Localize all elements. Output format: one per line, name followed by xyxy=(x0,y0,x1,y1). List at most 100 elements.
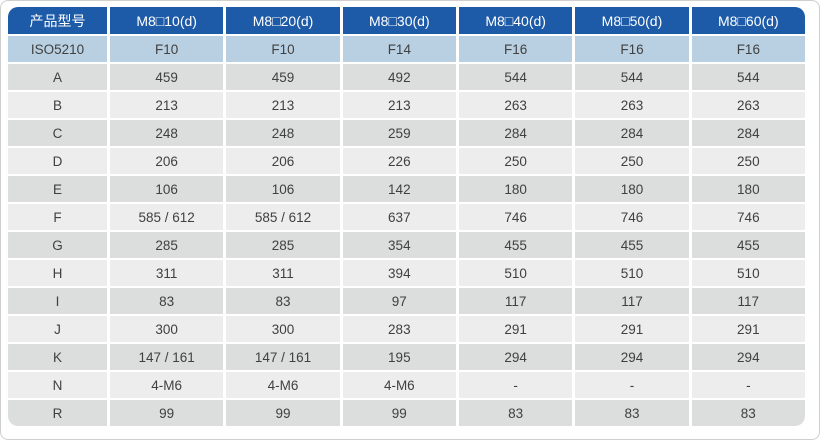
value-cell: 354 xyxy=(342,232,456,258)
value-cell: 459 xyxy=(110,64,224,90)
value-cell: 226 xyxy=(342,148,456,174)
value-cell: 284 xyxy=(575,120,689,146)
value-cell: 4-M6 xyxy=(110,372,224,398)
value-cell: 147 / 161 xyxy=(226,344,340,370)
value-cell: 585 / 612 xyxy=(226,204,340,230)
table-row: H 311 311 394 510 510 510 xyxy=(8,260,805,286)
value-cell: 83 xyxy=(691,400,805,426)
row-label: B xyxy=(8,92,107,118)
size-column-header: M8□50(d) xyxy=(575,7,689,34)
value-cell: 99 xyxy=(110,400,224,426)
value-cell: 637 xyxy=(342,204,456,230)
row-label: D xyxy=(8,148,107,174)
value-cell: 746 xyxy=(458,204,573,230)
table-row: N 4-M6 4-M6 4-M6- - - xyxy=(8,372,805,398)
value-cell: 106 xyxy=(226,176,340,202)
size-column-header: M8□10(d) xyxy=(110,7,224,34)
value-cell: 180 xyxy=(691,176,805,202)
value-cell: 544 xyxy=(691,64,805,90)
value-cell: 455 xyxy=(691,232,805,258)
value-cell: 291 xyxy=(458,316,573,342)
value-cell: 394 xyxy=(342,260,456,286)
value-cell: F14 xyxy=(342,36,456,62)
value-cell: 291 xyxy=(575,316,689,342)
table-row: ISO5210 F10 F10 F14 F16 F16 F16 xyxy=(8,36,805,62)
value-cell: 99 xyxy=(342,400,456,426)
table-row: K 147 / 161 147 / 161 195 294 294 294 xyxy=(8,344,805,370)
row-label: K xyxy=(8,344,107,370)
value-cell: 147 / 161 xyxy=(110,344,224,370)
size-column-header: M8□30(d) xyxy=(342,7,456,34)
value-cell: 510 xyxy=(458,260,573,286)
value-cell: 311 xyxy=(110,260,224,286)
value-cell: 510 xyxy=(691,260,805,286)
value-cell: F16 xyxy=(575,36,689,62)
value-cell: 248 xyxy=(226,120,340,146)
value-cell: 263 xyxy=(691,92,805,118)
value-cell: 300 xyxy=(226,316,340,342)
value-cell: 250 xyxy=(575,148,689,174)
value-cell: 206 xyxy=(226,148,340,174)
value-cell: 106 xyxy=(110,176,224,202)
value-cell: 213 xyxy=(342,92,456,118)
row-label: ISO5210 xyxy=(8,36,107,62)
value-cell: 97 xyxy=(342,288,456,314)
value-cell: F16 xyxy=(691,36,805,62)
value-cell: 83 xyxy=(226,288,340,314)
value-cell: 99 xyxy=(226,400,340,426)
value-cell: 83 xyxy=(575,400,689,426)
row-label: F xyxy=(8,204,107,230)
value-cell: 4-M6 xyxy=(342,372,456,398)
value-cell: 459 xyxy=(226,64,340,90)
value-cell: 294 xyxy=(691,344,805,370)
row-label: R xyxy=(8,400,107,426)
value-cell: 263 xyxy=(575,92,689,118)
value-cell: F10 xyxy=(226,36,340,62)
value-cell: 510 xyxy=(575,260,689,286)
value-cell: 250 xyxy=(691,148,805,174)
value-cell: 284 xyxy=(458,120,573,146)
row-label: C xyxy=(8,120,107,146)
value-cell: 206 xyxy=(110,148,224,174)
value-cell: 180 xyxy=(575,176,689,202)
value-cell: 250 xyxy=(458,148,573,174)
value-cell: - xyxy=(575,372,689,398)
table-header: 产品型号 M8□10(d) M8□20(d) M8□30(d) M8□40(d) M8□5… xyxy=(8,7,805,34)
value-cell: F10 xyxy=(110,36,224,62)
table-row: J 300 300 283 291 291 291 xyxy=(8,316,805,342)
row-label: H xyxy=(8,260,107,286)
size-column-header: M8□60(d) xyxy=(691,7,805,34)
value-cell: 294 xyxy=(575,344,689,370)
table-row: D 206 206 226 250 250 250 xyxy=(8,148,805,174)
row-label: E xyxy=(8,176,107,202)
value-cell: 311 xyxy=(226,260,340,286)
size-column-header: M8□20(d) xyxy=(226,7,340,34)
value-cell: 300 xyxy=(110,316,224,342)
row-label: N xyxy=(8,372,107,398)
value-cell: 544 xyxy=(575,64,689,90)
value-cell: 746 xyxy=(691,204,805,230)
value-cell: 213 xyxy=(226,92,340,118)
value-cell: 285 xyxy=(226,232,340,258)
value-cell: 291 xyxy=(691,316,805,342)
table-row: B 213 213 213 263 263 263 xyxy=(8,92,805,118)
value-cell: 117 xyxy=(691,288,805,314)
value-cell: 585 / 612 xyxy=(110,204,224,230)
value-cell: - xyxy=(458,372,573,398)
value-cell: 142 xyxy=(342,176,456,202)
table-row: G 285 285 354 455 455 455 xyxy=(8,232,805,258)
value-cell: 248 xyxy=(110,120,224,146)
table-body: ISO5210 F10 F10 F14 F16 F16 F16 A 459 459 492 544 54… xyxy=(8,36,805,426)
product-spec-table: 产品型号 M8□10(d) M8□20(d) M8□30(d) M8□40(d) M8□5… xyxy=(5,5,808,428)
row-label: J xyxy=(8,316,107,342)
value-cell: 117 xyxy=(458,288,573,314)
value-cell: 284 xyxy=(691,120,805,146)
value-cell: 294 xyxy=(458,344,573,370)
table-row: I 83 83 97 117 117 117 xyxy=(8,288,805,314)
value-cell: 180 xyxy=(458,176,573,202)
value-cell: F16 xyxy=(458,36,573,62)
table-row: R 99 99 99 83 83 83 xyxy=(8,400,805,426)
value-cell: 746 xyxy=(575,204,689,230)
value-cell: 259 xyxy=(342,120,456,146)
